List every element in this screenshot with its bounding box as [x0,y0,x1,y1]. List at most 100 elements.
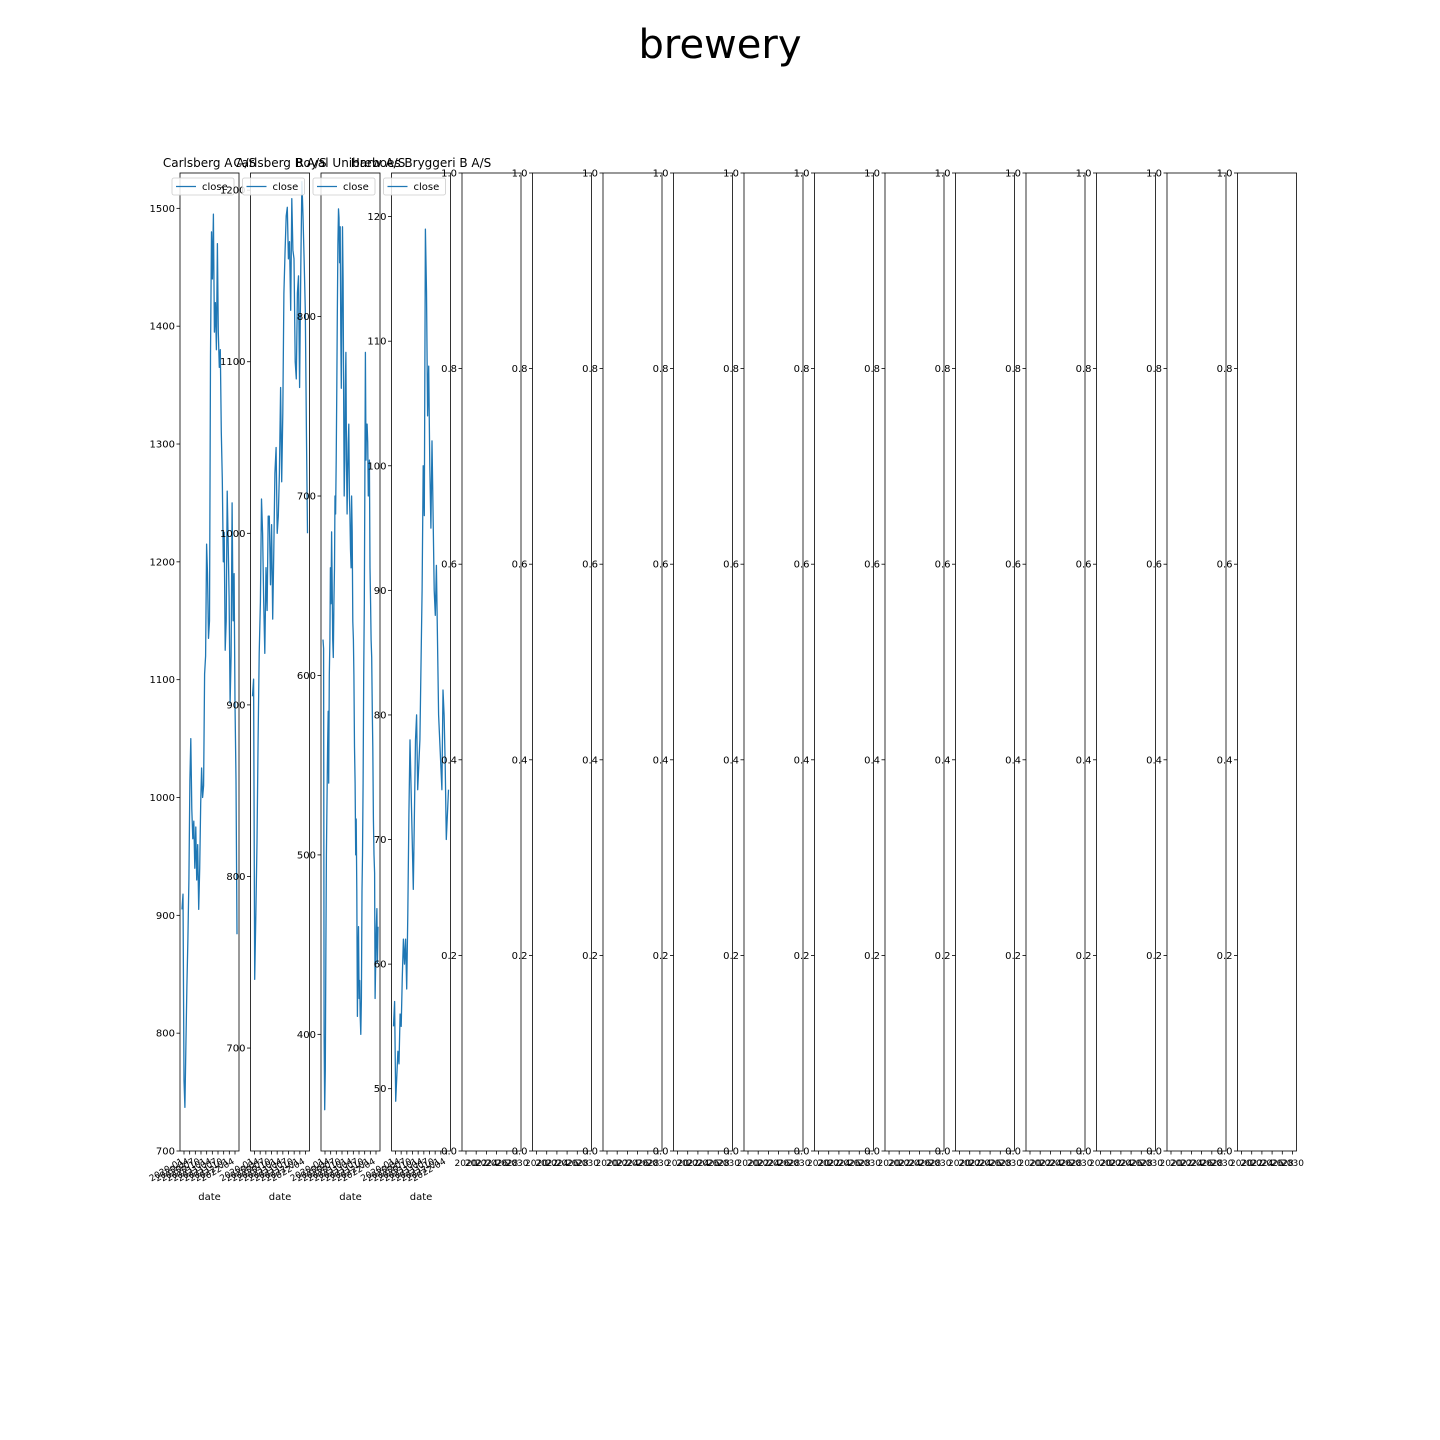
x-tick-label: 2020 [596,1159,619,1169]
subplot-7: 0.0 0.2 0.4 0.6 0.8 1.0 2020202220242026202820… [582,169,670,1170]
x-tick-label: 2020 [525,1159,548,1169]
y-tick-label: 0.4 [441,755,457,766]
legend-label: close [273,182,299,193]
axes-frame [1237,172,1297,1152]
y-tick-label: 1.0 [1217,169,1233,180]
y-tick-label: 0.4 [512,755,528,766]
y-tick-label: 1.0 [864,169,880,180]
y-tick-label: 700 [156,1147,175,1158]
subplot-title: Carlsberg B A/S [233,156,326,170]
legend-box [312,177,376,196]
y-tick-label: 0.2 [582,951,598,962]
y-tick-label: 0.0 [864,1147,880,1158]
x-tick-label: 2030 [647,1159,670,1169]
legend-box [242,177,305,196]
axes-frame [391,172,451,1152]
series-line-close [322,208,379,1111]
y-tick-label: 0.6 [1146,560,1162,571]
y-tick-label: 1.0 [723,169,739,180]
axes-frame [179,172,240,1152]
y-tick-label: 1.0 [1076,169,1092,180]
x-tick-label: 2026 [556,1159,579,1169]
y-tick-label: 0.8 [864,364,880,375]
y-tick-label: 0.2 [1217,951,1233,962]
y-tick-label: 0.8 [1005,364,1021,375]
x-tick-label: 2024 [1109,1159,1132,1169]
y-tick-label: 0.0 [723,1147,739,1158]
subplot-12: 0.0 0.2 0.4 0.6 0.8 1.0 2020202220242026202820… [935,169,1023,1170]
y-tick-label: 0.6 [794,560,810,571]
legend: close [242,177,305,196]
y-tick-label: 0.8 [582,364,598,375]
y-tick-label: 0.2 [512,951,528,962]
axes-frame [1166,172,1227,1152]
y-tick-label: 1.0 [1005,169,1021,180]
axes-frame [884,172,945,1152]
y-tick-label: 0.8 [1217,364,1233,375]
y-tick-label: 100 [367,461,386,472]
y-tick-label: 0.0 [1217,1147,1233,1158]
x-tick-label: 2020 [1230,1159,1253,1169]
x-tick-label: 2028 [1271,1159,1294,1169]
y-tick-label: 0.6 [1005,560,1021,571]
axes-frame [320,172,381,1152]
x-tick-label: 2020 [1019,1159,1042,1169]
x-tick-label: 2020 [666,1159,689,1169]
y-tick-label: 0.4 [723,755,739,766]
y-tick-label: 1400 [150,322,175,333]
y-tick-label: 1.0 [653,169,669,180]
figure-title: brewery [638,22,802,68]
x-tick-label: 2022 [747,1159,770,1169]
series-line-close [181,213,238,1109]
y-tick-label: 1200 [220,186,245,197]
y-tick-label: 1.0 [441,169,457,180]
y-tick-label: 0.2 [1005,951,1021,962]
x-tick-label: 2028 [848,1159,871,1169]
legend-box [383,177,446,196]
y-tick-label: 0.4 [864,755,880,766]
x-tick-label: 2028 [566,1159,589,1169]
y-tick-label: 800 [156,1029,175,1040]
y-tick-label: 1100 [150,675,175,686]
x-tick-label: 2020 [455,1159,478,1169]
x-tick-label: 2020 [948,1159,971,1169]
y-tick-label: 0.6 [653,560,669,571]
subplot-11: 0.0 0.2 0.4 0.6 0.8 1.0 2020202220242026202820… [864,169,952,1170]
x-tick-label: 2026 [626,1159,649,1169]
axes-frame [814,172,874,1152]
y-tick-label: 1.0 [582,169,598,180]
y-tick-label: 0.2 [723,951,739,962]
y-tick-label: 0.0 [1076,1147,1092,1158]
legend: close [383,177,446,196]
y-tick-label: 0.8 [1076,364,1092,375]
subplot-9: 0.0 0.2 0.4 0.6 0.8 1.0 2020202220242026202820… [723,169,811,1170]
subplot-16: 0.0 0.2 0.4 0.6 0.8 1.0 2020202220242026202820… [1217,169,1305,1170]
x-tick-label: 2022 [958,1159,981,1169]
y-tick-label: 0.8 [723,364,739,375]
x-axis-label: date [410,1192,433,1203]
x-tick-label: 2020 [737,1159,760,1169]
y-tick-label: 700 [226,1044,245,1055]
subplot-15: 0.0 0.2 0.4 0.6 0.8 1.0 2020202220242026202820… [1146,169,1234,1170]
y-tick-label: 0.2 [794,951,810,962]
x-axis-label: date [269,1192,292,1203]
axes-frame [461,172,522,1152]
x-tick-label: 2028 [1130,1159,1153,1169]
x-tick-label: 2022 [676,1159,699,1169]
y-tick-label: 0.6 [1076,560,1092,571]
subplot-title: Harboes Bryggeri B A/S [351,156,492,170]
y-tick-label: 0.2 [864,951,880,962]
y-tick-label: 0.2 [1146,951,1162,962]
y-tick-label: 0.0 [935,1147,951,1158]
x-tick-label: 2024 [475,1159,498,1169]
x-tick-label: 2028 [777,1159,800,1169]
y-tick-label: 900 [226,700,245,711]
y-tick-label: 1.0 [794,169,810,180]
y-tick-label: 800 [297,312,316,323]
y-tick-label: 800 [226,872,245,883]
y-tick-label: 0.8 [1146,364,1162,375]
series-line-close [251,180,309,981]
x-tick-label: 2030 [1281,1159,1304,1169]
x-tick-label: 2024 [1180,1159,1203,1169]
